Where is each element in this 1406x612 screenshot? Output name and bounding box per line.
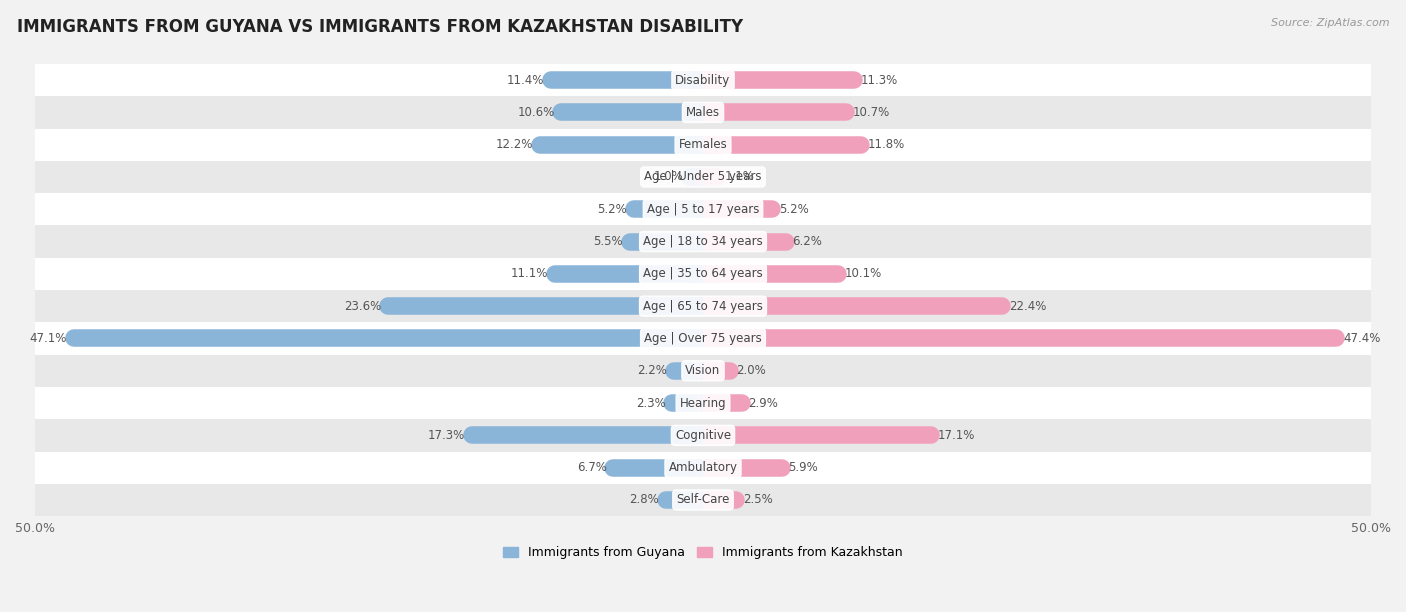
Text: 6.7%: 6.7%	[576, 461, 607, 474]
Text: 2.5%: 2.5%	[744, 493, 773, 507]
Text: 11.8%: 11.8%	[868, 138, 904, 151]
Bar	[35, 354, 1371, 387]
Text: 11.1%: 11.1%	[510, 267, 548, 280]
Text: 5.2%: 5.2%	[779, 203, 808, 216]
Text: 2.3%: 2.3%	[636, 397, 665, 409]
Text: Disability: Disability	[675, 73, 731, 87]
Text: Ambulatory: Ambulatory	[668, 461, 738, 474]
Text: 2.9%: 2.9%	[748, 397, 779, 409]
Text: Source: ZipAtlas.com: Source: ZipAtlas.com	[1271, 18, 1389, 28]
Bar	[35, 452, 1371, 484]
Text: 10.7%: 10.7%	[852, 106, 890, 119]
Text: 17.3%: 17.3%	[427, 429, 465, 442]
Text: 10.6%: 10.6%	[517, 106, 555, 119]
Text: 10.1%: 10.1%	[845, 267, 882, 280]
Bar	[35, 193, 1371, 225]
Bar	[35, 258, 1371, 290]
Text: Cognitive: Cognitive	[675, 429, 731, 442]
Text: Age | Over 75 years: Age | Over 75 years	[644, 332, 762, 345]
Text: 12.2%: 12.2%	[496, 138, 533, 151]
Text: 22.4%: 22.4%	[1010, 300, 1046, 313]
Text: Age | 18 to 34 years: Age | 18 to 34 years	[643, 235, 763, 248]
Text: 17.1%: 17.1%	[938, 429, 976, 442]
Text: Hearing: Hearing	[679, 397, 727, 409]
Text: Self-Care: Self-Care	[676, 493, 730, 507]
Text: 47.4%: 47.4%	[1343, 332, 1381, 345]
Bar	[35, 323, 1371, 354]
Text: 23.6%: 23.6%	[344, 300, 381, 313]
Text: 11.3%: 11.3%	[860, 73, 898, 87]
Text: Males: Males	[686, 106, 720, 119]
Bar	[35, 387, 1371, 419]
Text: Age | 35 to 64 years: Age | 35 to 64 years	[643, 267, 763, 280]
Text: IMMIGRANTS FROM GUYANA VS IMMIGRANTS FROM KAZAKHSTAN DISABILITY: IMMIGRANTS FROM GUYANA VS IMMIGRANTS FRO…	[17, 18, 742, 36]
Text: 5.2%: 5.2%	[598, 203, 627, 216]
Text: 1.1%: 1.1%	[724, 171, 754, 184]
Text: Age | Under 5 years: Age | Under 5 years	[644, 171, 762, 184]
Legend: Immigrants from Guyana, Immigrants from Kazakhstan: Immigrants from Guyana, Immigrants from …	[498, 541, 908, 564]
Text: Females: Females	[679, 138, 727, 151]
Text: 2.0%: 2.0%	[737, 364, 766, 377]
Bar	[35, 96, 1371, 129]
Text: 2.8%: 2.8%	[628, 493, 659, 507]
Bar	[35, 225, 1371, 258]
Text: 5.5%: 5.5%	[593, 235, 623, 248]
Text: Age | 65 to 74 years: Age | 65 to 74 years	[643, 300, 763, 313]
Bar	[35, 64, 1371, 96]
Bar	[35, 129, 1371, 161]
Text: Vision: Vision	[685, 364, 721, 377]
Bar	[35, 419, 1371, 452]
Bar	[35, 290, 1371, 323]
Bar	[35, 161, 1371, 193]
Bar	[35, 484, 1371, 516]
Text: 11.4%: 11.4%	[506, 73, 544, 87]
Text: 6.2%: 6.2%	[793, 235, 823, 248]
Text: Age | 5 to 17 years: Age | 5 to 17 years	[647, 203, 759, 216]
Text: 2.2%: 2.2%	[637, 364, 666, 377]
Text: 5.9%: 5.9%	[789, 461, 818, 474]
Text: 1.0%: 1.0%	[654, 171, 683, 184]
Text: 47.1%: 47.1%	[30, 332, 67, 345]
